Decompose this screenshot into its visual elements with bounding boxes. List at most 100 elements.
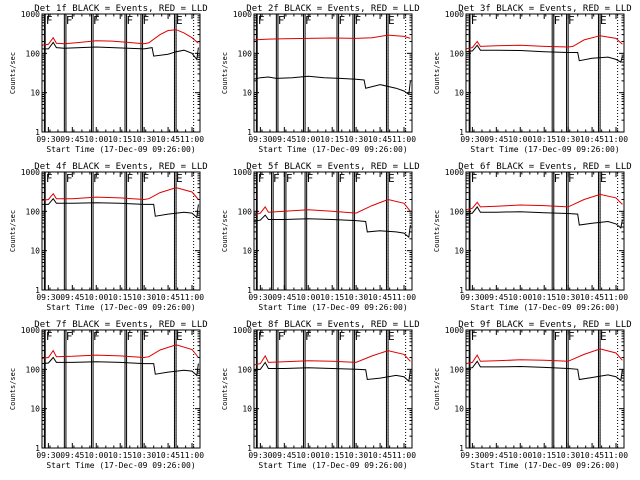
flag-label: F xyxy=(354,172,361,185)
y-tick-label: 100 xyxy=(238,365,253,374)
flag-label: F xyxy=(126,14,133,27)
x-axis-label: Start Time (17-Dec-09 09:26:00) xyxy=(258,461,407,470)
flag-label: F xyxy=(338,330,345,343)
flag-label: F xyxy=(278,14,285,27)
y-tick-label: 1000 xyxy=(233,168,252,177)
x-tick-label: 10:45 xyxy=(368,451,392,460)
x-tick-label: 10:15 xyxy=(108,451,132,460)
x-tick-label: 11:00 xyxy=(604,293,628,302)
x-tick-label: 10:15 xyxy=(532,135,556,144)
x-tick-label: 09:30 xyxy=(36,293,60,302)
y-tick-label: 1000 xyxy=(233,326,252,335)
y-tick-label: 1 xyxy=(459,286,464,295)
x-tick-label: 10:30 xyxy=(344,293,368,302)
y-tick-label: 10 xyxy=(30,405,40,414)
flag-label: F xyxy=(258,330,265,343)
y-tick-label: 1000 xyxy=(21,10,40,19)
x-tick-label: 09:30 xyxy=(248,135,272,144)
x-tick-label: 10:15 xyxy=(320,293,344,302)
plot-frame xyxy=(41,13,201,133)
x-tick-label: 10:00 xyxy=(508,451,532,460)
flag-label: F xyxy=(471,172,478,185)
y-tick-label: 1000 xyxy=(445,10,464,19)
x-tick-label: 10:30 xyxy=(344,135,368,144)
events-series-line xyxy=(465,44,623,63)
panel-title: Det 4f BLACK = Events, RED = LLD xyxy=(34,162,207,172)
flag-label: F xyxy=(278,330,285,343)
y-tick-label: 1000 xyxy=(445,168,464,177)
y-axis-label: Counts/sec xyxy=(221,368,229,410)
flag-label: F xyxy=(93,330,100,343)
x-tick-label: 10:00 xyxy=(296,135,320,144)
flag-label: F xyxy=(258,172,265,185)
x-tick-label: 09:30 xyxy=(248,451,272,460)
flag-label: F xyxy=(338,172,345,185)
y-tick-label: 1 xyxy=(247,286,252,295)
panel-title: Det 5f BLACK = Events, RED = LLD xyxy=(246,162,419,172)
x-tick-label: 09:45 xyxy=(484,135,508,144)
flag-label: F xyxy=(142,172,149,185)
flag-label: F xyxy=(307,172,314,185)
events-series-line xyxy=(465,360,623,382)
y-tick-label: 100 xyxy=(238,49,253,58)
plot-frame xyxy=(41,171,201,291)
flag-label: F xyxy=(568,330,575,343)
y-axis-label: Counts/sec xyxy=(9,368,17,410)
x-tick-label: 10:45 xyxy=(368,293,392,302)
y-tick-label: 10 xyxy=(242,405,252,414)
y-tick-label: 10 xyxy=(242,89,252,98)
x-tick-label: 09:45 xyxy=(484,293,508,302)
y-tick-label: 1 xyxy=(247,444,252,453)
flag-label: E xyxy=(176,330,183,343)
x-tick-label: 10:30 xyxy=(132,293,156,302)
flag-label: E xyxy=(176,14,183,27)
events-series-line xyxy=(465,206,623,229)
plot-frame xyxy=(253,329,413,449)
plot-frame xyxy=(465,329,625,449)
x-tick-label: 11:00 xyxy=(392,135,416,144)
x-tick-label: 09:45 xyxy=(272,293,296,302)
lld-series-line xyxy=(41,187,199,201)
flag-label: F xyxy=(568,172,575,185)
flag-label: F xyxy=(46,14,53,27)
x-tick-label: 09:45 xyxy=(60,451,84,460)
lld-series-line xyxy=(253,34,411,41)
plot-frame xyxy=(465,171,625,291)
x-tick-label: 09:30 xyxy=(460,135,484,144)
flag-label: F xyxy=(354,330,361,343)
y-tick-label: 10 xyxy=(242,247,252,256)
x-tick-label: 10:45 xyxy=(580,135,604,144)
y-tick-label: 10 xyxy=(30,247,40,256)
x-tick-label: 10:30 xyxy=(344,451,368,460)
x-tick-label: 10:00 xyxy=(84,293,108,302)
x-tick-label: 10:45 xyxy=(156,135,180,144)
y-tick-label: 1000 xyxy=(233,10,252,19)
x-axis-label: Start Time (17-Dec-09 09:26:00) xyxy=(46,303,195,312)
flag-label: F xyxy=(554,330,561,343)
plot-frame xyxy=(465,13,625,133)
x-tick-label: 11:00 xyxy=(180,293,204,302)
y-tick-label: 10 xyxy=(454,89,464,98)
y-tick-label: 1 xyxy=(247,128,252,137)
y-tick-label: 1000 xyxy=(21,168,40,177)
flag-label: F xyxy=(354,14,361,27)
panel-title: Det 2f BLACK = Events, RED = LLD xyxy=(246,4,419,14)
x-tick-label: 10:15 xyxy=(108,293,132,302)
flag-label: F xyxy=(46,330,53,343)
flag-label: F xyxy=(93,14,100,27)
y-axis-label: Counts/sec xyxy=(9,52,17,94)
x-tick-label: 11:00 xyxy=(604,451,628,460)
x-tick-label: 10:45 xyxy=(580,293,604,302)
y-tick-label: 10 xyxy=(454,247,464,256)
x-tick-label: 09:45 xyxy=(60,135,84,144)
x-axis-label: Start Time (17-Dec-09 09:26:00) xyxy=(258,303,407,312)
x-tick-label: 10:30 xyxy=(556,451,580,460)
x-tick-label: 10:30 xyxy=(132,135,156,144)
panel-title: Det 8f BLACK = Events, RED = LLD xyxy=(246,320,419,330)
x-tick-label: 11:00 xyxy=(604,135,628,144)
y-tick-label: 1 xyxy=(35,444,40,453)
x-tick-label: 09:30 xyxy=(36,451,60,460)
